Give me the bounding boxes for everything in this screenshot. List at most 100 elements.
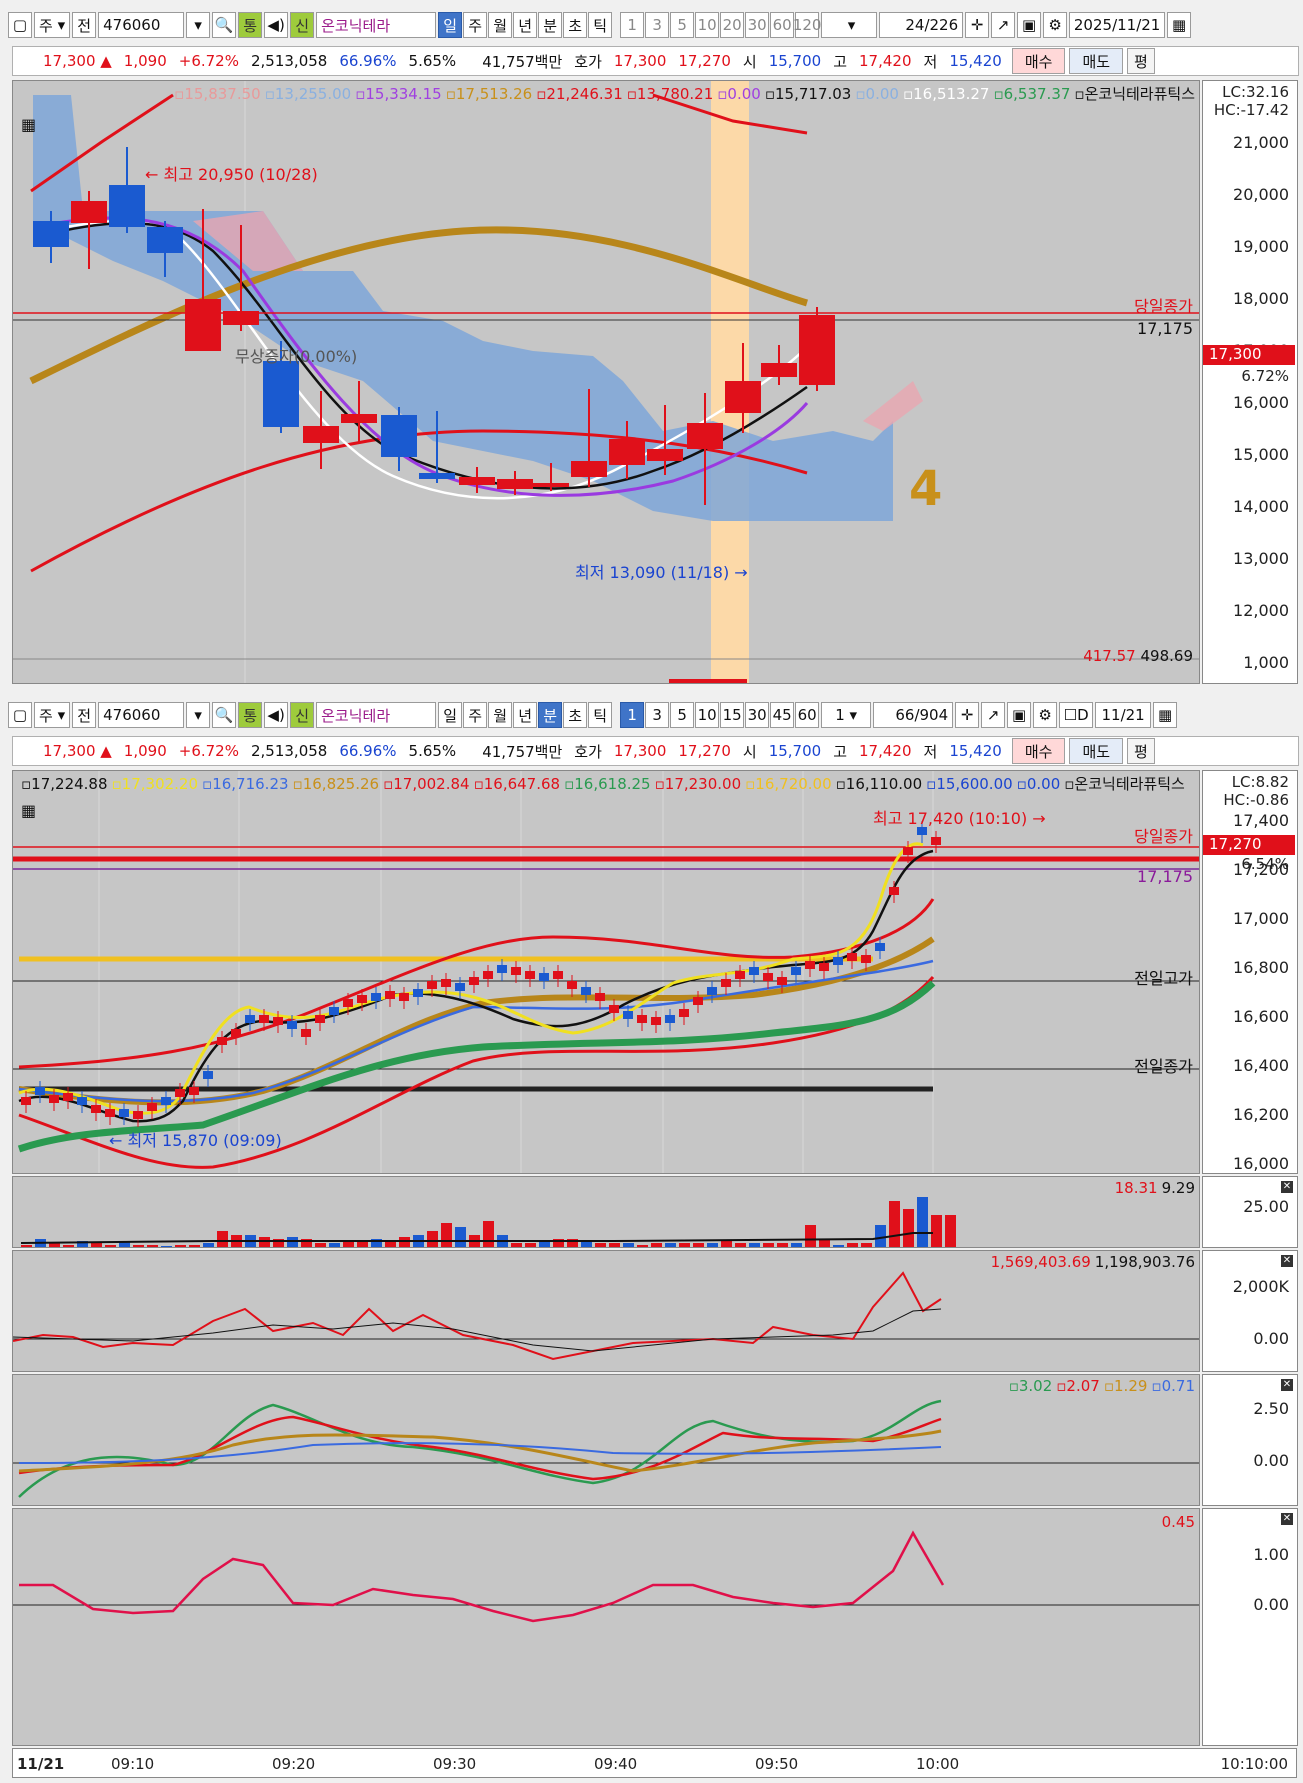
close-icon[interactable]: ✕: [1281, 1379, 1293, 1391]
minute-candle-body: [441, 979, 451, 987]
code-dropdown-icon[interactable]: ▾: [186, 12, 211, 38]
volume-bar: [917, 1197, 928, 1247]
interval-tab-2[interactable]: 5: [670, 702, 695, 728]
minute-candle-body: [805, 961, 815, 969]
period-tab-1[interactable]: 주: [463, 12, 488, 38]
count-total: /226: [924, 16, 959, 34]
speaker-icon[interactable]: ◀): [264, 12, 289, 38]
daily-candle-chart[interactable]: ▫15,837.50 ▫13,255.00 ▫15,334.15 ▫17,513.26…: [12, 80, 1200, 684]
interval-tab-3[interactable]: 10: [695, 702, 720, 728]
oscillator-legend: 0.45: [1161, 1513, 1195, 1531]
prev-button[interactable]: 전: [72, 702, 97, 728]
layout-icon[interactable]: ▢: [8, 702, 32, 728]
period-tab-0[interactable]: 일: [438, 12, 463, 38]
calendar-icon[interactable]: ▦: [1167, 12, 1192, 38]
search-icon[interactable]: 🔍: [212, 702, 237, 728]
obv-pane[interactable]: 1,569,403.69 1,198,903.76: [12, 1250, 1200, 1372]
interval-tab-0[interactable]: 1: [620, 12, 645, 38]
minute-candle-body: [399, 993, 409, 1001]
count-field[interactable]: 66/904: [873, 702, 954, 728]
code-dropdown-icon[interactable]: ▾: [186, 702, 211, 728]
gear-icon[interactable]: ⚙: [1043, 12, 1068, 38]
type-select[interactable]: 주 ▾: [34, 12, 71, 38]
interval-tab-5[interactable]: 30: [745, 12, 770, 38]
date-field[interactable]: 2025/11/21: [1069, 12, 1166, 38]
unit-dropdown[interactable]: 1 ▾: [821, 702, 872, 728]
interval-tab-1[interactable]: 3: [645, 12, 670, 38]
save-icon[interactable]: ▣: [1007, 702, 1032, 728]
period-tab-4[interactable]: 분: [538, 12, 563, 38]
volume-pane[interactable]: 18.31 9.29: [12, 1176, 1200, 1248]
period-tab-0[interactable]: 일: [438, 702, 463, 728]
calendar-icon[interactable]: ▦: [1153, 702, 1178, 728]
count-field[interactable]: 24/226: [879, 12, 964, 38]
interval-tab-3[interactable]: 10: [695, 12, 720, 38]
prev-button[interactable]: 전: [72, 12, 97, 38]
period-tab-5[interactable]: 초: [563, 12, 588, 38]
speaker-icon[interactable]: ◀): [264, 702, 289, 728]
buy-button[interactable]: 매수: [1011, 48, 1066, 74]
grid-toggle-icon[interactable]: ▦: [21, 801, 37, 820]
sin-button[interactable]: 신: [290, 12, 315, 38]
period-tab-6[interactable]: 틱: [588, 12, 613, 38]
current-price-box: 17,270: [1203, 835, 1295, 855]
minute-candle-body: [161, 1097, 171, 1105]
date-field[interactable]: 11/21: [1095, 702, 1152, 728]
interval-tab-6[interactable]: 45: [770, 702, 795, 728]
interval-tab-6[interactable]: 60: [770, 12, 795, 38]
interval-tab-4[interactable]: 15: [720, 702, 745, 728]
period-tab-4[interactable]: 분: [538, 702, 563, 728]
oscillator-pane[interactable]: 0.45: [12, 1508, 1200, 1746]
macd-pane[interactable]: ▫3.02 ▫2.07 ▫1.29 ▫0.71: [12, 1374, 1200, 1506]
close-icon[interactable]: ✕: [1281, 1181, 1293, 1193]
stock-code-input[interactable]: 476060: [98, 12, 185, 38]
period-tab-6[interactable]: 틱: [588, 702, 613, 728]
interval-tab-2[interactable]: 5: [670, 12, 695, 38]
x-tick-0: 09:10: [111, 1755, 155, 1773]
period-tab-2[interactable]: 월: [488, 702, 513, 728]
interval-tab-1[interactable]: 3: [645, 702, 670, 728]
buy-button[interactable]: 매수: [1011, 738, 1066, 764]
interval-tab-7[interactable]: 60: [795, 702, 820, 728]
minute-candle-chart[interactable]: ▫17,224.88 ▫17,302.20 ▫16,716.23 ▫16,825.26…: [12, 770, 1200, 1174]
d-checkbox[interactable]: ☐ D: [1059, 702, 1094, 728]
period-tab-5[interactable]: 초: [563, 702, 588, 728]
grid-toggle-icon[interactable]: ▦: [21, 115, 37, 134]
interval-tab-4[interactable]: 20: [720, 12, 745, 38]
volume-tick: 25.00: [1243, 1197, 1289, 1216]
tong-button[interactable]: 통: [238, 12, 263, 38]
interval-dropdown[interactable]: ▾: [821, 12, 878, 38]
close-icon[interactable]: ✕: [1281, 1255, 1293, 1267]
minute-legend-item-11: ▫0.00: [1016, 775, 1061, 793]
interval-tab-5[interactable]: 30: [745, 702, 770, 728]
period-tab-2[interactable]: 월: [488, 12, 513, 38]
interval-tab-0[interactable]: 1: [620, 702, 645, 728]
interval-tab-7[interactable]: 120: [793, 12, 821, 38]
tong-button[interactable]: 통: [238, 702, 263, 728]
sell-button[interactable]: 매도: [1069, 738, 1124, 764]
close-icon[interactable]: ✕: [1281, 1513, 1293, 1525]
sell-button[interactable]: 매도: [1069, 48, 1124, 74]
sin-button[interactable]: 신: [290, 702, 315, 728]
layout-icon[interactable]: ▢: [8, 12, 32, 38]
period-tab-3[interactable]: 년: [513, 702, 538, 728]
trend-icon[interactable]: ↗: [991, 12, 1016, 38]
daily-y-tick-0: 21,000: [1233, 133, 1289, 152]
trend-icon[interactable]: ↗: [981, 702, 1006, 728]
crosshair-icon[interactable]: ✛: [965, 12, 990, 38]
flat-button[interactable]: 평: [1127, 738, 1155, 764]
period-tab-3[interactable]: 년: [513, 12, 538, 38]
cloud-red-segment-right: [863, 381, 923, 431]
save-icon[interactable]: ▣: [1017, 12, 1042, 38]
volume-bar: [329, 1243, 340, 1247]
period-tab-1[interactable]: 주: [463, 702, 488, 728]
crosshair-icon[interactable]: ✛: [955, 702, 980, 728]
quote-change-pct: +6.72%: [178, 52, 239, 70]
volume-legend-b: 498.69: [1140, 647, 1194, 665]
flat-button[interactable]: 평: [1127, 48, 1155, 74]
search-icon[interactable]: 🔍: [212, 12, 237, 38]
gear-icon[interactable]: ⚙: [1033, 702, 1058, 728]
type-select[interactable]: 주 ▾: [34, 702, 71, 728]
stock-code-input[interactable]: 476060: [98, 702, 185, 728]
minute-candle-body: [931, 837, 941, 845]
